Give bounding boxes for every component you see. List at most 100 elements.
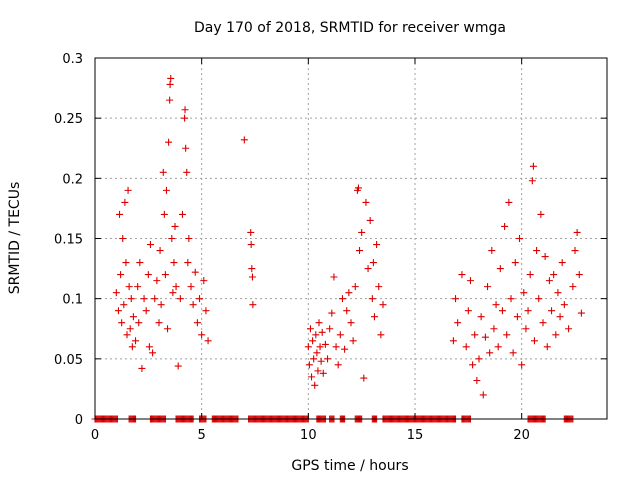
x-tick-label: 10 <box>300 428 317 443</box>
data-point <box>305 361 313 369</box>
data-point <box>193 319 201 327</box>
data-point <box>319 369 327 377</box>
data-point <box>144 271 152 279</box>
data-point <box>328 309 336 317</box>
data-point <box>247 228 255 236</box>
data-point <box>142 307 150 315</box>
data-point <box>524 307 532 315</box>
data-point <box>160 210 168 218</box>
data-point <box>166 96 174 104</box>
data-point <box>129 313 137 321</box>
data-point <box>161 271 169 279</box>
data-point <box>149 349 157 357</box>
data-point <box>153 277 161 285</box>
data-point <box>326 325 334 333</box>
data-point <box>360 374 368 382</box>
data-point <box>334 361 342 369</box>
data-point <box>541 253 549 261</box>
data-point <box>464 307 472 315</box>
y-axis-label: SRMTID / TECUs <box>7 182 23 295</box>
data-point <box>526 271 534 279</box>
data-point <box>539 319 547 327</box>
data-point <box>164 325 172 333</box>
data-point <box>501 222 509 230</box>
data-point <box>304 343 312 351</box>
data-point <box>369 259 377 267</box>
data-point <box>171 222 179 230</box>
data-point <box>170 259 178 267</box>
data-point <box>364 265 372 273</box>
data-point <box>373 241 381 249</box>
data-point <box>481 333 489 341</box>
data-point <box>184 259 192 267</box>
data-points <box>91 74 585 423</box>
data-point <box>558 259 566 267</box>
data-point <box>200 277 208 285</box>
data-point <box>509 349 517 357</box>
data-point <box>548 307 556 315</box>
data-point <box>124 186 132 194</box>
data-point <box>174 362 182 370</box>
data-point <box>529 162 537 170</box>
data-point <box>358 228 366 236</box>
data-point <box>338 295 346 303</box>
data-point <box>313 349 321 357</box>
data-point <box>123 331 131 339</box>
data-point <box>511 259 519 267</box>
data-point <box>121 198 129 206</box>
data-point <box>370 313 378 321</box>
chart-title: Day 170 of 2018, SRMTID for receiver wmg… <box>194 20 506 36</box>
data-point <box>345 289 353 297</box>
data-point <box>116 210 124 218</box>
y-tick-label: 0 <box>75 413 83 428</box>
data-point <box>471 331 479 339</box>
y-tick-label: 0.25 <box>54 112 83 127</box>
data-point <box>309 337 317 345</box>
data-point <box>560 301 568 309</box>
data-point <box>449 337 457 345</box>
data-point <box>308 373 316 381</box>
data-point <box>513 313 521 321</box>
data-point <box>377 331 385 339</box>
data-point <box>488 247 496 255</box>
data-point <box>496 265 504 273</box>
data-point <box>176 295 184 303</box>
data-point <box>554 289 562 297</box>
x-tick-label: 15 <box>407 428 424 443</box>
data-point <box>165 138 173 146</box>
data-point <box>349 337 357 345</box>
data-point <box>314 367 322 375</box>
data-point <box>571 247 579 255</box>
data-point <box>310 355 318 363</box>
data-point <box>494 343 502 351</box>
data-point <box>518 361 526 369</box>
data-point <box>321 340 329 348</box>
data-point <box>126 325 134 333</box>
data-point <box>533 247 541 255</box>
data-point <box>503 331 511 339</box>
data-point <box>375 283 383 291</box>
x-tick-label: 0 <box>91 428 99 443</box>
data-point <box>341 345 349 353</box>
data-point <box>545 277 553 285</box>
data-point <box>140 295 148 303</box>
data-point <box>247 241 255 249</box>
data-point <box>315 319 323 327</box>
data-point <box>178 210 186 218</box>
data-point <box>484 283 492 291</box>
data-point <box>454 319 462 327</box>
data-point <box>249 301 257 309</box>
data-point <box>486 349 494 357</box>
data-point <box>330 273 338 281</box>
data-point <box>120 301 128 309</box>
data-point <box>516 235 524 242</box>
data-point <box>146 241 154 249</box>
data-point <box>552 331 560 339</box>
data-point <box>138 364 146 372</box>
data-point <box>181 114 189 122</box>
data-point <box>528 177 536 185</box>
data-point <box>157 301 165 309</box>
data-point <box>122 259 130 267</box>
y-tick-label: 0.1 <box>62 293 83 308</box>
